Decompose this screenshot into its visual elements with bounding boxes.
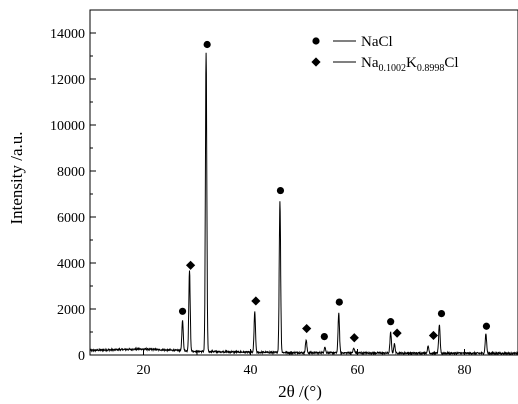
- legend-circle-marker: [312, 37, 320, 45]
- y-tick-labels: 0 2000 4000 6000 8000 10000 12000 14000: [50, 27, 85, 364]
- axis-ticks: [89, 32, 518, 356]
- peak-markers: [178, 40, 491, 343]
- legend: NaCl Na0.1002K0.8998Cl: [311, 34, 459, 74]
- legend-diamond-marker: [311, 57, 321, 67]
- xrd-pattern-line: [89, 52, 518, 356]
- x-tick-label: 20: [137, 363, 151, 378]
- nacl-peak-marker: [387, 318, 395, 326]
- nacl-peak-marker: [276, 186, 285, 195]
- y-tick-label: 12000: [50, 73, 85, 88]
- nak-cl-peak-marker: [428, 330, 439, 341]
- nacl-peak-marker: [335, 298, 343, 306]
- y-tick-label: 6000: [57, 211, 85, 226]
- nacl-peak-marker: [320, 333, 328, 341]
- nacl-peak-marker: [437, 310, 446, 318]
- y-tick-label: 0: [78, 349, 85, 364]
- nacl-peak-marker: [178, 307, 187, 315]
- x-tick-label: 60: [351, 363, 365, 378]
- y-tick-label: 8000: [57, 165, 85, 180]
- y-tick-label: 4000: [57, 257, 85, 272]
- x-tick-label: 80: [458, 363, 472, 378]
- x-axis-label: 2θ /(°): [278, 382, 322, 401]
- nak-cl-peak-marker: [251, 296, 261, 306]
- y-tick-label: 10000: [50, 119, 85, 134]
- nacl-peak-marker: [482, 322, 491, 330]
- nak-cl-peak-marker: [349, 333, 359, 343]
- nak-cl-peak-marker: [302, 323, 312, 334]
- x-tick-labels: 20 40 60 80: [137, 363, 472, 378]
- plot-frame: [89, 9, 518, 356]
- nak-cl-peak-marker: [185, 260, 196, 270]
- y-axis-label: Intensity /a.u.: [7, 131, 26, 224]
- nak-cl-peak-marker: [392, 328, 402, 338]
- legend-label: Na0.1002K0.8998Cl: [361, 55, 459, 74]
- y-tick-label: 14000: [50, 27, 85, 42]
- y-tick-label: 2000: [57, 303, 85, 318]
- nacl-peak-marker: [203, 40, 211, 49]
- x-tick-label: 40: [244, 363, 258, 378]
- legend-label: NaCl: [361, 34, 393, 50]
